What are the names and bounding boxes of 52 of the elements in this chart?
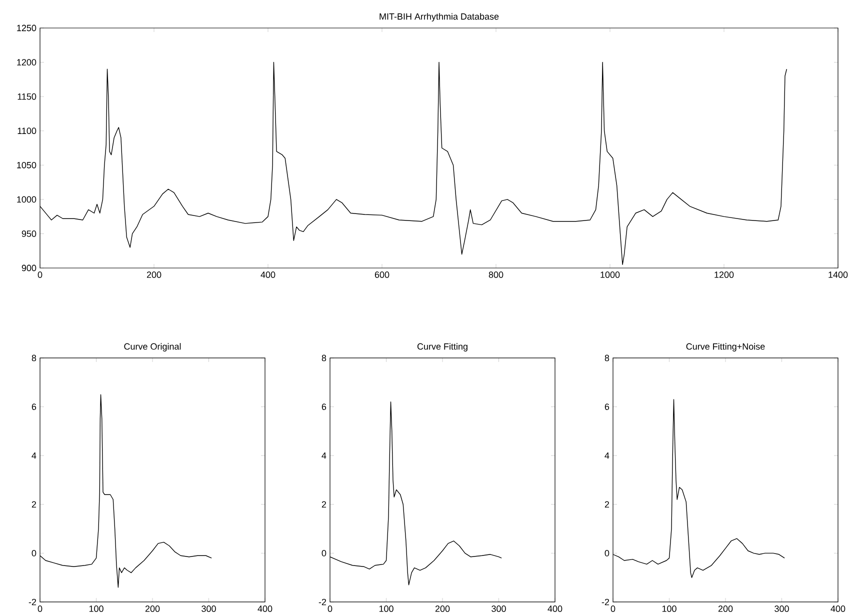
chart-title: Curve Fitting+Noise <box>686 343 765 352</box>
y-tick-label: 1100 <box>18 128 36 134</box>
y-tick-label: 4 <box>32 452 36 459</box>
x-tick-label: 300 <box>774 606 789 612</box>
x-tick-label: 200 <box>435 606 450 612</box>
x-tick-label: 200 <box>146 272 162 278</box>
y-tick-label: 0 <box>604 550 610 556</box>
y-tick-label: 8 <box>32 354 36 362</box>
x-tick-label: 100 <box>379 606 394 612</box>
y-tick-label: 6 <box>322 404 326 410</box>
y-tick-label: 1200 <box>17 59 36 66</box>
x-tick-label: 400 <box>548 606 562 612</box>
x-tick-label: 0 <box>38 272 42 278</box>
y-tick-label: -2 <box>318 598 326 606</box>
y-tick-label: 0 <box>322 550 326 556</box>
x-tick-label: 100 <box>89 606 104 612</box>
y-tick-label: 4 <box>604 452 610 459</box>
x-tick-label: 100 <box>662 606 676 612</box>
y-tick-label: 0 <box>32 550 36 556</box>
y-tick-label: 1150 <box>18 93 36 100</box>
x-tick-label: 200 <box>145 606 160 612</box>
x-tick-label: 0 <box>328 606 332 612</box>
x-tick-label: 300 <box>492 606 506 612</box>
y-tick-label: -2 <box>28 598 36 606</box>
y-tick-label: 8 <box>604 354 610 362</box>
y-tick-label: 950 <box>22 230 36 237</box>
y-tick-label: 8 <box>322 354 326 362</box>
chart-title: Curve Fitting <box>417 343 468 352</box>
y-tick-label: 2 <box>322 501 326 508</box>
x-tick-label: 400 <box>258 606 272 612</box>
y-tick-label: 1250 <box>17 24 36 32</box>
y-tick-label: 1050 <box>17 162 36 168</box>
y-tick-label: 2 <box>32 501 36 508</box>
x-tick-label: 1400 <box>828 272 848 278</box>
x-tick-label: 0 <box>38 606 42 612</box>
x-tick-label: 400 <box>260 272 276 278</box>
x-tick-label: 300 <box>202 606 216 612</box>
x-tick-label: 600 <box>374 272 390 278</box>
chart-title: MIT-BIH Arrhythmia Database <box>380 13 499 22</box>
x-tick-label: 400 <box>830 606 846 612</box>
y-tick-label: 6 <box>32 404 36 410</box>
chart-title: Curve Original <box>124 343 181 352</box>
x-tick-label: 0 <box>610 606 616 612</box>
y-tick-label: 1000 <box>17 196 36 203</box>
y-tick-label: 6 <box>604 404 610 410</box>
y-tick-label: 4 <box>322 452 326 459</box>
x-tick-label: 200 <box>718 606 733 612</box>
y-tick-label: 900 <box>22 264 36 272</box>
y-tick-label: -2 <box>602 598 610 606</box>
x-tick-label: 1200 <box>714 272 734 278</box>
y-tick-label: 2 <box>604 501 610 508</box>
x-tick-label: 800 <box>488 272 504 278</box>
